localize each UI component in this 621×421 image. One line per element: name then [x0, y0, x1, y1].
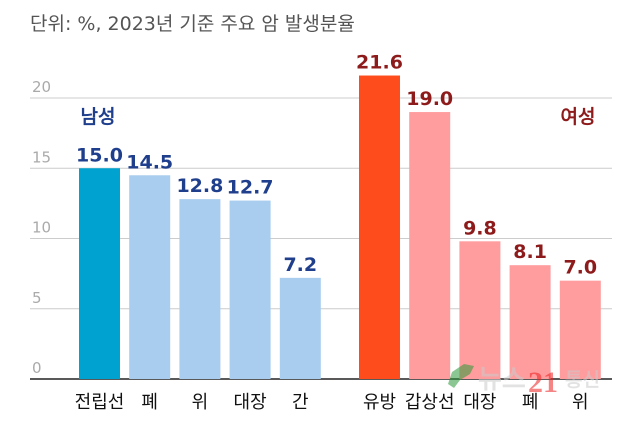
x-tick-label: 전립선 — [75, 392, 125, 413]
y-tick-label: 15 — [32, 148, 51, 166]
bar — [79, 168, 120, 379]
watermark-logo: 뉴스 21 통신 — [448, 364, 600, 399]
bar — [559, 280, 601, 379]
x-tick-label: 갑상선 — [405, 392, 455, 413]
svg-text:통신: 통신 — [565, 369, 600, 391]
y-tick-label: 20 — [32, 78, 51, 96]
value-label: 9.8 — [463, 217, 497, 239]
x-tick-label: 위 — [572, 392, 589, 413]
x-tick-label: 간 — [292, 392, 309, 413]
bar — [509, 265, 551, 379]
korea-map-icon — [448, 364, 474, 388]
value-label: 7.0 — [563, 257, 597, 279]
value-label: 7.2 — [283, 254, 317, 276]
x-tick-label: 폐 — [522, 392, 539, 413]
group-label: 여성 — [561, 106, 596, 128]
y-tick-label: 10 — [32, 219, 51, 237]
bar — [409, 112, 451, 380]
x-tick-label: 폐 — [141, 392, 158, 413]
value-label: 12.8 — [176, 175, 223, 197]
svg-text:뉴스: 뉴스 — [478, 365, 526, 395]
y-tick-label: 5 — [32, 289, 42, 307]
chart-title: 단위: %, 2023년 기준 주요 암 발생분율 — [30, 13, 355, 35]
value-label: 8.1 — [513, 241, 547, 263]
x-tick-label: 위 — [192, 392, 209, 413]
bar — [129, 175, 171, 379]
y-tick-label: 0 — [32, 359, 42, 377]
bar — [459, 241, 501, 379]
value-label: 12.7 — [227, 177, 274, 199]
value-label: 19.0 — [406, 88, 453, 110]
svg-text:21: 21 — [528, 366, 558, 399]
bar — [229, 200, 271, 379]
value-label: 14.5 — [126, 151, 173, 173]
group-label: 남성 — [81, 106, 116, 128]
bar — [279, 277, 321, 379]
x-tick-label: 유방 — [363, 392, 396, 413]
x-tick-label: 대장 — [234, 392, 267, 413]
bar — [359, 75, 400, 380]
bar — [179, 199, 221, 379]
x-tick-label: 대장 — [463, 392, 496, 413]
value-label: 21.6 — [356, 52, 403, 74]
value-label: 15.0 — [76, 144, 123, 166]
